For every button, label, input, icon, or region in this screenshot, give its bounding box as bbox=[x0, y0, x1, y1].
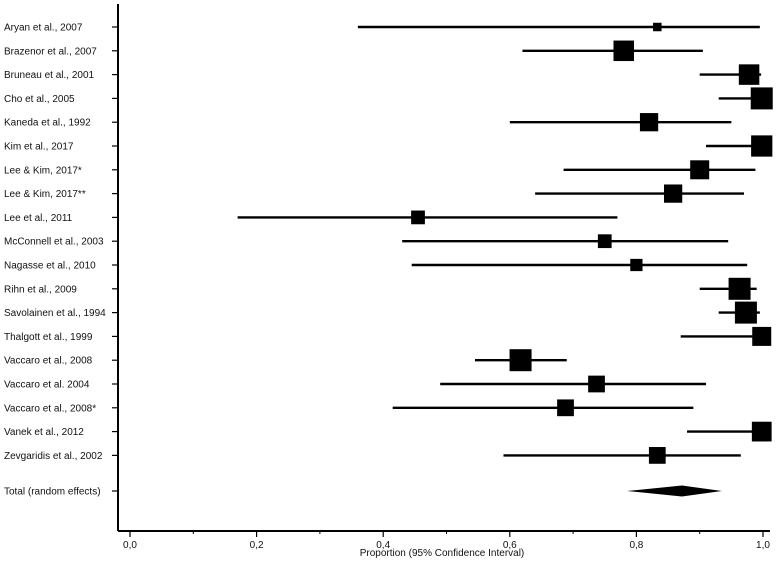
point-estimate-marker bbox=[588, 375, 605, 393]
study-label: Lee & Kim, 2017* bbox=[4, 165, 82, 176]
point-estimate-marker bbox=[630, 258, 643, 272]
study-label: Vaccaro et al., 2008* bbox=[4, 403, 96, 414]
point-estimate-marker bbox=[690, 160, 710, 180]
axes: 0,0 0,2 0,4 0,6 0,8 1,0 bbox=[112, 4, 770, 551]
study-label: Nagasse et al., 2010 bbox=[4, 261, 96, 272]
point-estimate-marker bbox=[639, 113, 659, 132]
study-label: Vanek et al., 2012 bbox=[4, 427, 84, 438]
study-label: Zevgaridis et al., 2002 bbox=[4, 451, 103, 462]
point-estimate-marker bbox=[613, 40, 634, 62]
point-estimate-marker bbox=[509, 349, 532, 372]
point-estimate-marker bbox=[648, 447, 666, 464]
point-estimate-marker bbox=[653, 22, 662, 32]
point-estimate-marker bbox=[728, 277, 751, 300]
point-estimate-marker bbox=[663, 184, 683, 203]
summary-row bbox=[626, 485, 722, 497]
point-estimate-marker bbox=[751, 135, 773, 157]
study-label: Savolainen et al., 1994 bbox=[4, 308, 106, 319]
x-tick-label: 0,0 bbox=[123, 540, 137, 551]
study-label: McConnell et al., 2003 bbox=[4, 237, 104, 248]
x-tick-label: 1,0 bbox=[756, 540, 770, 551]
study-label: Brazenor et al., 2007 bbox=[4, 46, 97, 57]
study-label: Vaccaro et al., 2008 bbox=[4, 356, 93, 367]
point-estimate-marker bbox=[738, 64, 760, 85]
study-label: Thalgott et al., 1999 bbox=[4, 332, 93, 343]
point-estimate-marker bbox=[597, 234, 612, 249]
x-tick-label: 0,6 bbox=[503, 540, 517, 551]
study-label: Aryan et al., 2007 bbox=[4, 23, 83, 34]
x-tick-label: 0,8 bbox=[629, 540, 643, 551]
study-label: Kim et al., 2017 bbox=[4, 142, 74, 153]
study-label: Bruneau et al., 2001 bbox=[4, 70, 95, 81]
study-labels: Aryan et al., 2007 Brazenor et al., 2007 B… bbox=[4, 23, 106, 498]
point-estimate-marker bbox=[750, 87, 773, 110]
summary-label: Total (random effects) bbox=[4, 487, 101, 498]
study-marks bbox=[237, 22, 773, 464]
study-label: Rihn et al., 2009 bbox=[4, 284, 77, 295]
point-estimate-marker bbox=[751, 421, 772, 442]
study-label: Cho et al., 2005 bbox=[4, 94, 75, 105]
study-label: Kaneda et al., 1992 bbox=[4, 118, 91, 129]
point-estimate-marker bbox=[752, 326, 772, 346]
point-estimate-marker bbox=[734, 301, 757, 324]
x-tick-label: 0,4 bbox=[376, 540, 390, 551]
point-estimate-marker bbox=[557, 399, 574, 417]
study-label: Vaccaro et al. 2004 bbox=[4, 380, 90, 391]
x-tick-label: 0,2 bbox=[250, 540, 264, 551]
point-estimate-marker bbox=[411, 210, 425, 225]
study-label: Lee & Kim, 2017** bbox=[4, 189, 86, 200]
summary-diamond bbox=[626, 485, 722, 497]
x-axis-title: Proportion (95% Confidence Interval) bbox=[360, 548, 525, 559]
study-label: Lee et al., 2011 bbox=[4, 213, 73, 224]
